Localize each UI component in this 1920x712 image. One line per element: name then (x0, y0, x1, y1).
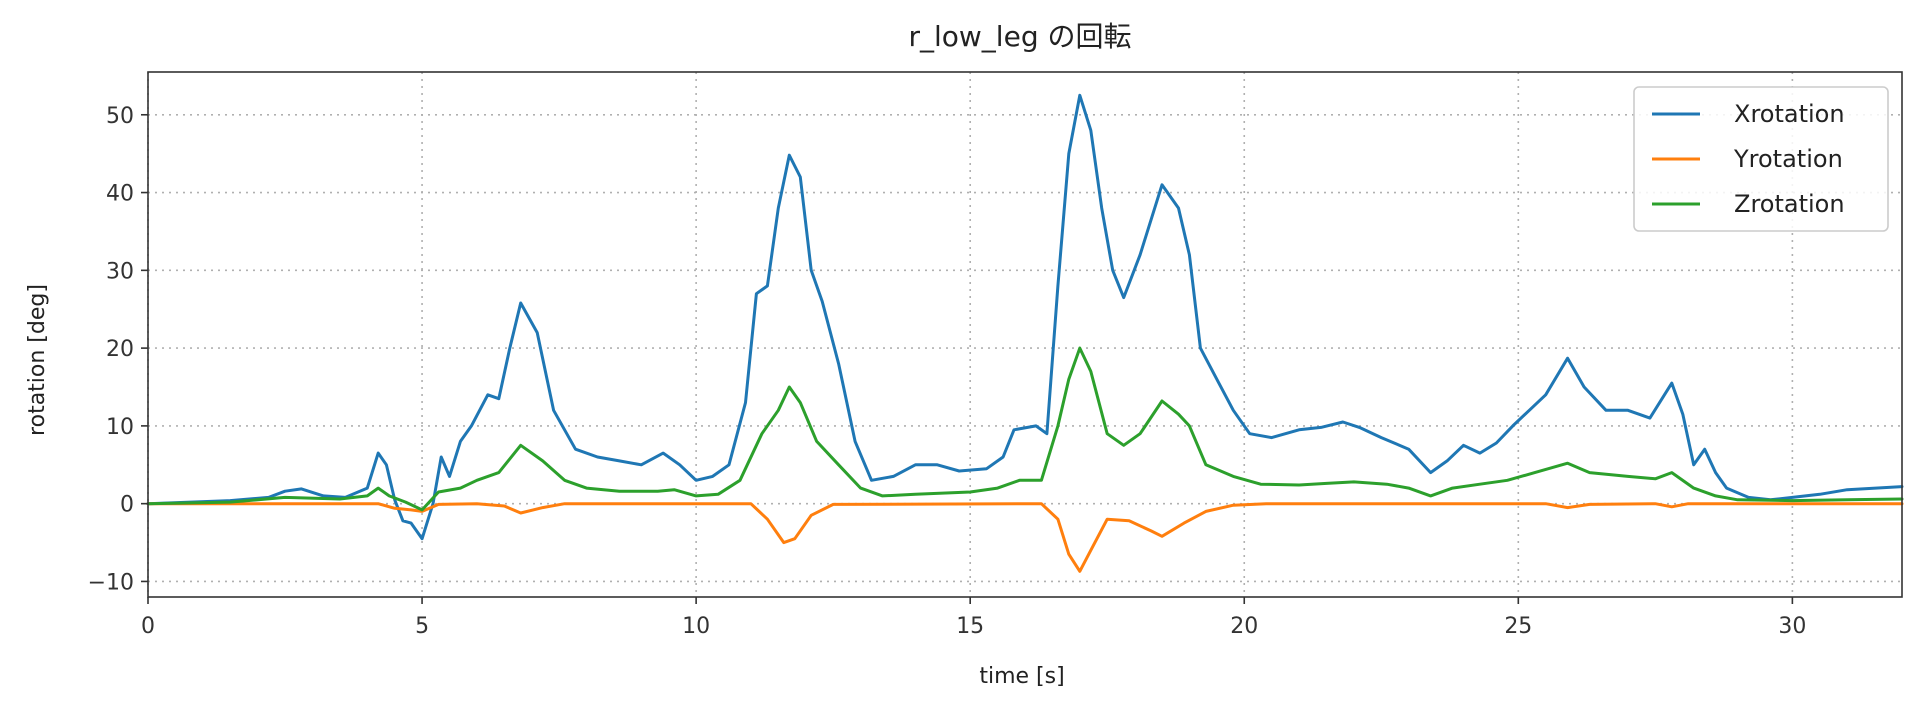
legend-box (1633, 86, 1889, 232)
plot-lines (146, 93, 1904, 573)
y-tick-label: 40 (106, 182, 134, 207)
y-axis-label: rotation [deg] (25, 284, 50, 436)
plot-frame (147, 71, 1903, 598)
x-tick-label: 15 (956, 614, 984, 639)
x-tick-label: 30 (1778, 614, 1806, 639)
x-tick-label: 0 (141, 614, 155, 639)
x-tick-label: 10 (682, 614, 710, 639)
legend-entry-label: Yrotation (1733, 145, 1843, 173)
y-tick-label: 30 (106, 259, 134, 284)
y-tick-label: 20 (106, 337, 134, 362)
x-axis-label: time [s] (979, 664, 1064, 689)
x-tick-label: 5 (415, 614, 429, 639)
y-tick-label: 50 (106, 104, 134, 129)
legend: Xrotation Yrotation Zrotation (1633, 86, 1889, 232)
x-tick-label: 25 (1504, 614, 1532, 639)
x-tick-label: 20 (1230, 614, 1258, 639)
y-tick-label: 10 (106, 415, 134, 440)
chart-title: r_low_leg の回転 (908, 20, 1131, 53)
series-line-yrotation (146, 502, 1904, 573)
y-tick-label: −10 (88, 570, 134, 595)
y-tick-label: 0 (120, 493, 134, 518)
legend-entry-label: Zrotation (1734, 190, 1845, 218)
legend-entry-label: Xrotation (1734, 100, 1845, 128)
axis-ticks: 0 5 10 15 20 25 30 −10 0 10 20 30 40 50 (88, 104, 1807, 639)
series-line-zrotation (146, 346, 1904, 512)
series-line-xrotation (146, 93, 1904, 541)
